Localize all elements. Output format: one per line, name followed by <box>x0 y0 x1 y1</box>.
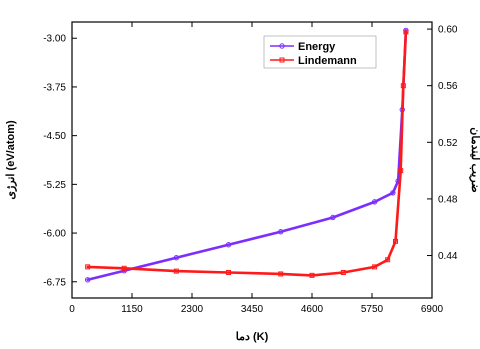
data-point-energy <box>173 255 180 261</box>
legend-box <box>263 35 377 69</box>
x-tick-label: 3450 <box>241 304 264 315</box>
x-tick-label: 1150 <box>121 304 143 315</box>
y-left-tick-label: -5.25 <box>43 180 66 191</box>
legend-label-lindemann: Lindemann <box>298 55 357 67</box>
data-point-lindemann <box>340 270 346 276</box>
data-point-energy <box>371 199 378 205</box>
data-point-energy <box>330 214 336 221</box>
data-point-lindemann <box>403 29 409 35</box>
series-line-energy <box>86 29 408 282</box>
y-left-tick-label: -6.75 <box>43 277 66 288</box>
x-tick-label: 4600 <box>301 304 324 315</box>
data-point-lindemann <box>372 264 378 270</box>
data-point-lindemann <box>226 270 232 276</box>
data-point-energy <box>84 277 91 283</box>
y-right-tick-label: 0.60 <box>438 25 458 36</box>
data-point-lindemann <box>173 268 179 274</box>
data-point-lindemann <box>121 265 127 271</box>
data-point-lindemann <box>309 272 315 278</box>
y-left-tick-label: -3.75 <box>43 82 66 93</box>
y-left-tick-label: -6.00 <box>43 229 66 240</box>
x-tick-label: 5750 <box>361 304 384 315</box>
x-tick-label: 0 <box>69 304 75 315</box>
data-point-lindemann <box>278 271 284 277</box>
data-point-lindemann <box>85 264 91 270</box>
y-right-tick-label: 0.56 <box>438 81 458 92</box>
legend-label-energy: Energy <box>298 41 336 53</box>
data-point-energy <box>390 190 396 196</box>
data-point-energy <box>225 242 232 248</box>
data-point-energy <box>277 229 284 235</box>
plot-area <box>71 21 433 299</box>
x-tick-label: 2300 <box>181 304 204 315</box>
legend-marker-lindemann <box>279 57 285 63</box>
y-axis-label-left: انرژی (eV/atom) <box>5 120 17 200</box>
data-point-lindemann <box>398 168 404 174</box>
legend: Energy Lindemann <box>263 35 377 69</box>
series-line-lindemann <box>86 30 408 277</box>
y-left-tick-label: -4.50 <box>43 131 66 142</box>
y-right-tick-label: 0.44 <box>438 251 458 262</box>
series-layer <box>84 27 409 283</box>
y-axis-label-right: ضریب لیندمان <box>469 127 480 192</box>
y-left-tick-label: -3.00 <box>43 34 66 45</box>
data-point-lindemann <box>385 257 391 263</box>
axes-layer: 0 1150 2300 3450 4600 5750 6900 -3.00 -3.75 -4.50… <box>43 22 458 315</box>
y-right-tick-label: 0.48 <box>438 194 458 205</box>
x-axis-label: دما (K) <box>236 331 269 343</box>
data-point-lindemann <box>400 83 406 89</box>
data-point-lindemann <box>392 238 398 244</box>
legend-marker-energy <box>279 43 285 49</box>
y-right-tick-label: 0.52 <box>438 138 458 149</box>
x-tick-label: 6900 <box>421 304 444 315</box>
